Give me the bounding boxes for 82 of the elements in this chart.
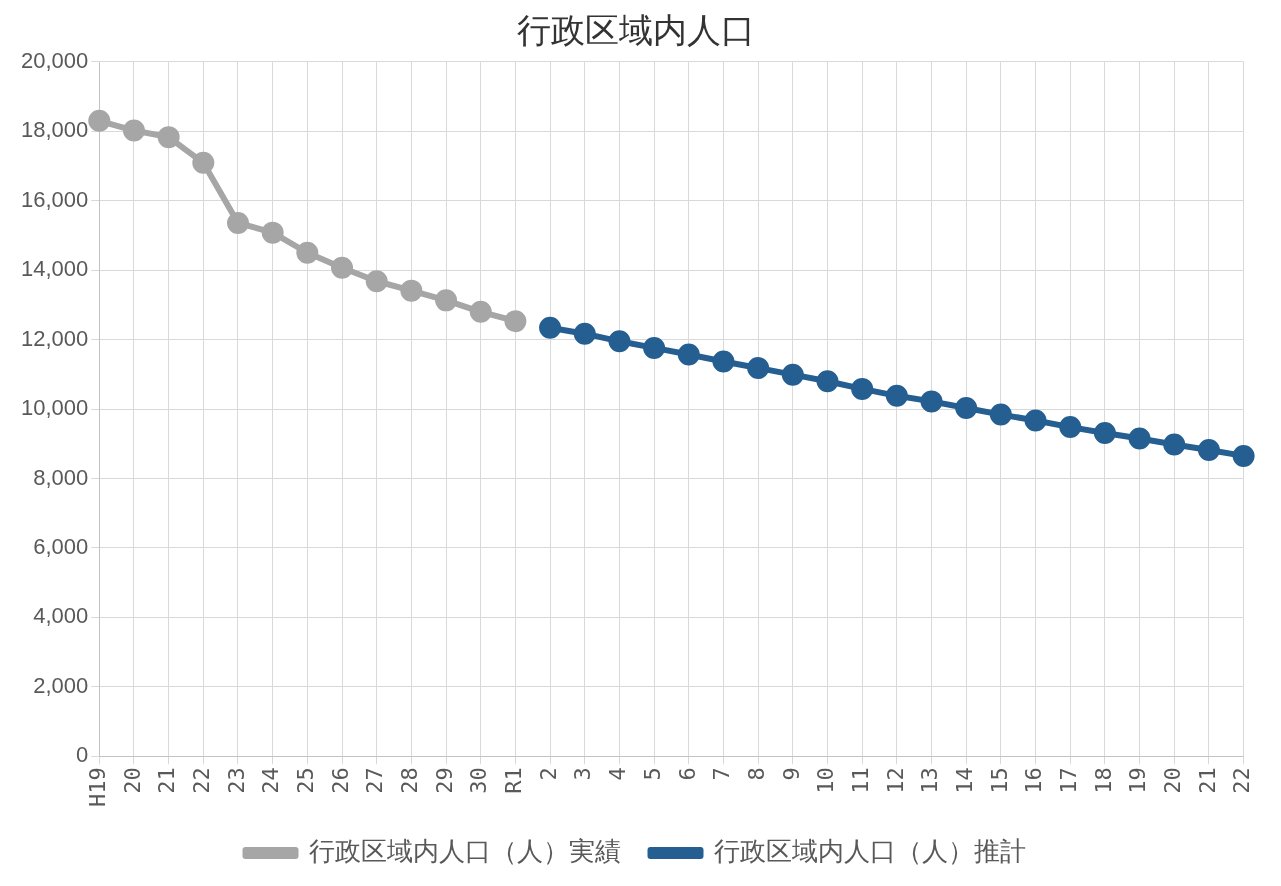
x-tick-label: 22 — [1229, 767, 1255, 794]
x-tick-label: 28 — [397, 767, 423, 794]
x-tick-label: 7 — [709, 767, 735, 781]
y-tick-label: 18,000 — [20, 117, 89, 143]
x-tick-label: 10 — [813, 767, 839, 794]
point — [1059, 416, 1082, 439]
legend-label: 行政区域内人口（人）推計 — [713, 835, 1026, 866]
point — [469, 300, 492, 323]
y-tick-label: 14,000 — [20, 256, 89, 282]
x-tick-label: 21 — [1194, 767, 1220, 794]
point — [955, 396, 978, 419]
x-tick-label: 22 — [189, 767, 215, 794]
point — [296, 241, 319, 264]
point — [331, 256, 354, 279]
point — [712, 350, 735, 373]
x-tick-label: 18 — [1090, 767, 1116, 794]
x-tick-label: H19 — [85, 767, 111, 808]
y-tick-label: 6,000 — [33, 533, 89, 559]
y-tick-label: 20,000 — [20, 47, 89, 73]
x-tick-label: 27 — [362, 767, 388, 794]
point — [435, 289, 458, 312]
point — [747, 357, 770, 380]
point — [1197, 439, 1220, 462]
point — [192, 151, 215, 174]
y-tick-label: 2,000 — [33, 672, 89, 698]
point — [157, 126, 180, 149]
point — [88, 109, 111, 132]
point — [261, 221, 284, 244]
x-tick-label: 16 — [1021, 767, 1047, 794]
x-tick-label: 12 — [882, 767, 908, 794]
x-tick-label: 9 — [778, 767, 804, 781]
point — [573, 322, 596, 345]
point — [1163, 433, 1186, 456]
x-tick-label: 23 — [223, 767, 249, 794]
point — [365, 270, 388, 293]
point — [608, 330, 631, 353]
x-tick-label: 21 — [154, 767, 180, 794]
point — [1232, 444, 1255, 467]
y-tick-label: 0 — [76, 742, 89, 768]
x-tick-label: 20 — [1159, 767, 1185, 794]
x-tick-label: 8 — [743, 767, 769, 781]
point — [851, 377, 874, 400]
x-tick-label: 3 — [570, 767, 596, 781]
point — [122, 119, 145, 142]
point — [1093, 421, 1116, 444]
x-tick-label: 4 — [605, 767, 631, 781]
y-tick-label: 4,000 — [33, 603, 89, 629]
point — [781, 363, 804, 386]
x-tick-label: 13 — [917, 767, 943, 794]
point — [920, 390, 943, 413]
point — [885, 384, 908, 407]
x-tick-label: 6 — [674, 767, 700, 781]
x-tick-label: 26 — [327, 767, 353, 794]
point — [504, 310, 527, 333]
x-tick-label: 25 — [293, 767, 319, 794]
point — [643, 336, 666, 359]
y-tick-label: 12,000 — [20, 325, 89, 351]
point — [989, 403, 1012, 426]
x-tick-label: 5 — [639, 767, 665, 781]
x-tick-label: 30 — [466, 767, 492, 794]
x-tick-label: 17 — [1055, 767, 1081, 794]
x-tick-label: 2 — [535, 767, 561, 781]
point — [539, 316, 562, 339]
point — [400, 279, 423, 302]
x-tick-label: 15 — [986, 767, 1012, 794]
y-tick-label: 8,000 — [33, 464, 89, 490]
chart-title: 行政区域内人口 — [516, 10, 755, 51]
point — [1128, 427, 1151, 450]
point — [677, 343, 700, 366]
x-tick-label: 14 — [951, 767, 977, 794]
x-tick-label: R1 — [501, 767, 527, 794]
x-tick-label: 29 — [431, 767, 457, 794]
x-tick-label: 19 — [1125, 767, 1151, 794]
y-tick-label: 16,000 — [20, 186, 89, 212]
point — [816, 370, 839, 393]
legend-label: 行政区域内人口（人）実績 — [308, 835, 621, 866]
x-tick-label: 20 — [119, 767, 145, 794]
x-tick-label: 11 — [847, 767, 873, 794]
x-tick-label: 24 — [258, 767, 284, 794]
y-tick-label: 10,000 — [20, 395, 89, 421]
point — [226, 211, 249, 234]
point — [1024, 409, 1047, 432]
